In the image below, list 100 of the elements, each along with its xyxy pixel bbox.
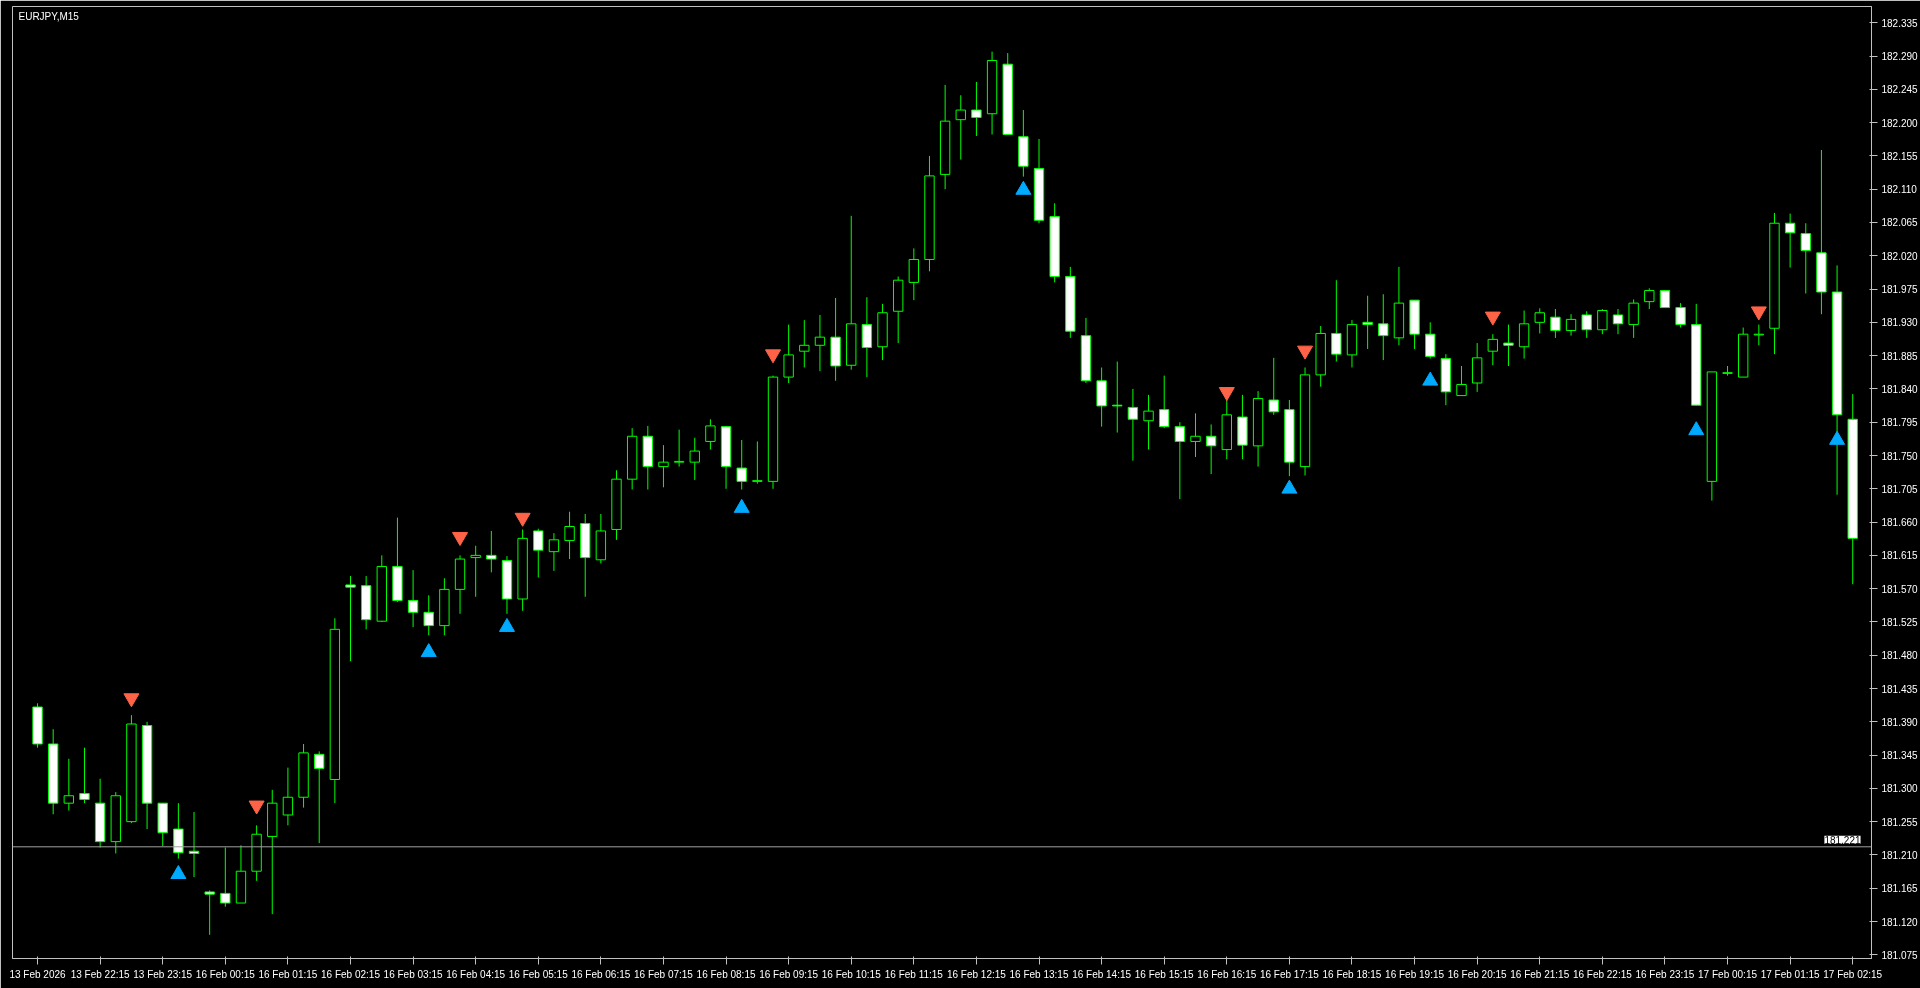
candlestick (1581, 310, 1592, 339)
candlestick (1143, 394, 1154, 451)
candlestick (1425, 321, 1436, 360)
candlestick (971, 81, 982, 137)
x-tick-label: 16 Feb 14:15 (1072, 968, 1132, 980)
y-tick-label: 181.165 (1881, 883, 1919, 895)
x-tick-label: 16 Feb 07:15 (634, 968, 694, 980)
candlestick (533, 528, 544, 579)
x-tick-label: 16 Feb 20:15 (1447, 968, 1508, 980)
x-tick-label: 16 Feb 19:15 (1385, 968, 1445, 980)
x-tick-label: 16 Feb 11:15 (884, 968, 944, 980)
candlestick (673, 429, 685, 468)
candlestick (814, 314, 826, 372)
y-tick-label: 182.335 (1881, 17, 1919, 29)
y-tick-label: 181.885 (1881, 350, 1919, 362)
candlestick (1205, 423, 1217, 475)
candlestick (407, 569, 419, 628)
candlestick (1612, 308, 1624, 335)
x-tick-label: 16 Feb 23:15 (1635, 968, 1695, 980)
candlestick (1456, 365, 1467, 397)
y-tick-label: 181.930 (1881, 317, 1919, 329)
candlestick (188, 811, 200, 878)
candlestick (548, 532, 560, 572)
x-tick-label: 16 Feb 12:15 (946, 968, 1007, 980)
y-tick-label: 181.435 (1881, 683, 1919, 695)
candlestick (1675, 302, 1686, 329)
x-tick-label: 16 Feb 04:15 (446, 968, 506, 980)
x-tick-label: 17 Feb 01:15 (1760, 968, 1821, 980)
candlestick (1784, 213, 1796, 269)
candlestick (470, 545, 481, 598)
candlestick (1800, 222, 1811, 295)
candlestick (564, 511, 575, 560)
x-tick-label: 16 Feb 21:15 (1510, 968, 1570, 980)
x-tick-label: 16 Feb 06:15 (571, 968, 631, 980)
candlestick (736, 439, 747, 491)
y-tick-label: 182.200 (1881, 117, 1919, 129)
y-tick-label: 181.300 (1881, 783, 1919, 795)
x-tick-label: 16 Feb 16:15 (1197, 968, 1257, 980)
x-tick-label: 16 Feb 15:15 (1134, 968, 1195, 980)
candlestick (1378, 293, 1389, 361)
y-tick-label: 182.245 (1881, 84, 1919, 96)
candlestick (1518, 310, 1530, 360)
x-tick-label: 16 Feb 22:15 (1572, 968, 1633, 980)
ref-line-label: 181.221 (1824, 834, 1861, 846)
x-tick-label: 16 Feb 05:15 (508, 968, 569, 980)
candlestick (955, 94, 966, 161)
candlestick (79, 747, 90, 804)
y-tick-label: 182.110 (1881, 184, 1918, 196)
candlestick (1112, 361, 1123, 434)
x-tick-label: 16 Feb 17:15 (1259, 968, 1320, 980)
y-tick-label: 181.615 (1881, 550, 1919, 562)
y-tick-label: 181.705 (1881, 483, 1919, 495)
candlestick (783, 324, 794, 384)
x-tick-label: 16 Feb 00:15 (195, 968, 256, 980)
y-tick-label: 181.795 (1881, 417, 1919, 429)
candlestick (861, 296, 873, 378)
candlestick (1487, 333, 1499, 366)
candlestick (314, 750, 325, 844)
candlestick (63, 758, 75, 812)
y-tick-label: 181.345 (1881, 750, 1919, 762)
candlestick (282, 767, 294, 826)
y-tick-label: 181.120 (1881, 916, 1919, 928)
candlestick (752, 440, 763, 485)
x-tick-label: 16 Feb 02:15 (321, 968, 381, 980)
candlestick (799, 319, 810, 368)
y-tick-label: 182.290 (1881, 51, 1919, 63)
chart-title: EURJPY,M15 (18, 10, 80, 22)
candlestick (908, 247, 920, 301)
candlestick (658, 444, 669, 488)
x-tick-label: 17 Feb 02:15 (1823, 968, 1883, 980)
candlestick (1127, 388, 1139, 462)
y-tick-label: 181.660 (1881, 517, 1919, 529)
candlestick (1268, 357, 1279, 416)
candlestick (689, 437, 700, 481)
y-tick-label: 181.075 (1881, 949, 1919, 961)
candlestick (1331, 279, 1342, 363)
y-tick-label: 181.525 (1881, 616, 1919, 628)
candlestick (1362, 295, 1373, 350)
y-tick-label: 181.840 (1881, 383, 1919, 395)
x-tick-label: 16 Feb 08:15 (696, 968, 756, 980)
candlestick (1534, 307, 1545, 334)
x-tick-label: 16 Feb 03:15 (383, 968, 443, 980)
candlestick (1550, 308, 1561, 339)
x-tick-label: 16 Feb 09:15 (759, 968, 819, 980)
candlestick (705, 418, 716, 451)
candlestick (1644, 287, 1655, 310)
x-tick-label: 13 Feb 23:15 (133, 968, 193, 980)
candlestick (1565, 313, 1577, 337)
y-tick-label: 181.570 (1881, 583, 1919, 595)
candlestick (173, 802, 184, 860)
y-tick-label: 182.065 (1881, 217, 1919, 229)
x-tick-label: 16 Feb 13:15 (1009, 968, 1069, 980)
x-tick-label: 17 Feb 00:15 (1698, 968, 1758, 980)
y-tick-label: 181.975 (1881, 284, 1919, 296)
y-tick-label: 181.390 (1881, 716, 1919, 728)
candlestick (1174, 421, 1186, 500)
y-tick-label: 181.210 (1881, 849, 1919, 861)
x-tick-label: 16 Feb 10:15 (821, 968, 882, 980)
x-tick-label: 16 Feb 01:15 (258, 968, 318, 980)
y-tick-label: 181.480 (1881, 650, 1919, 662)
